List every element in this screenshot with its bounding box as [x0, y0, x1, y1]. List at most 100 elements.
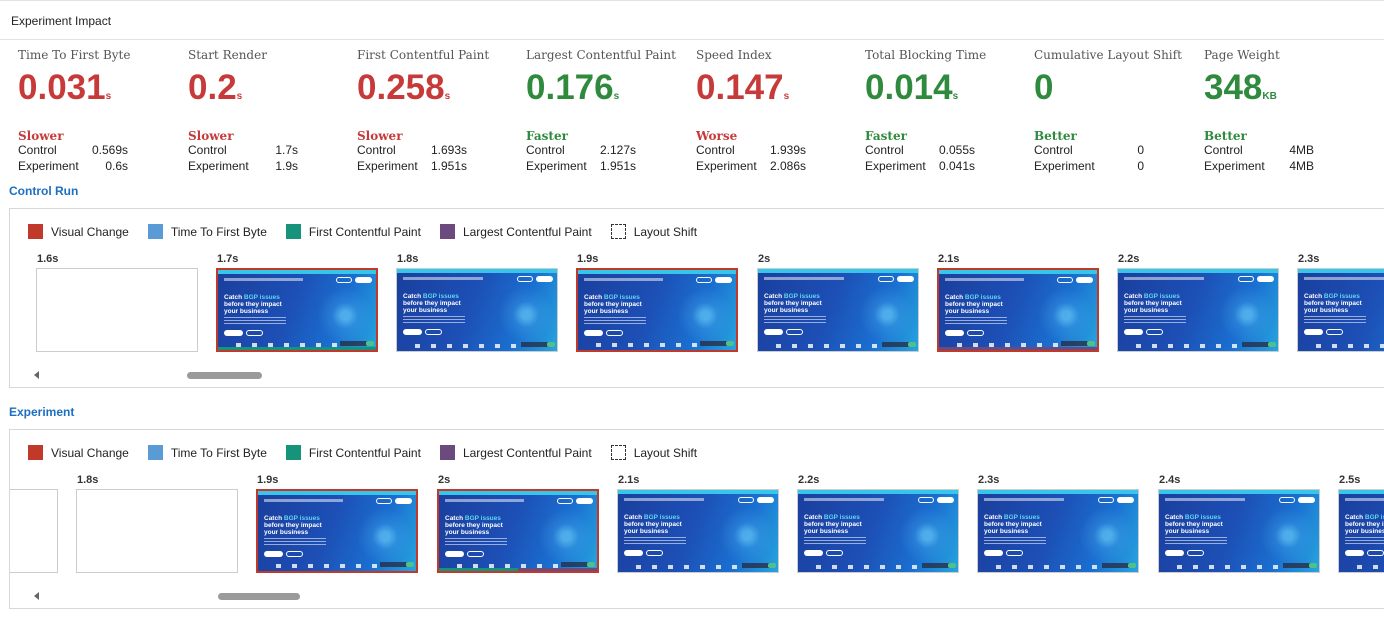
filmstrip-frame[interactable]: 2.4s Catch BGP issues before they impact yo…: [1158, 474, 1320, 573]
filmstrip-frame[interactable]: 1.8s: [76, 474, 238, 573]
filmstrip-frame[interactable]: 2s Catch BGP issues before they impact your…: [757, 253, 919, 352]
legend-label: Visual Change: [51, 445, 129, 460]
fcp-lcp-marker: [439, 568, 597, 571]
experiment-value: 0.6s: [105, 159, 128, 173]
headline-highlight: BGP issues: [1003, 514, 1040, 521]
metric-value-number: 0.258: [357, 68, 445, 107]
headline-line3: your business: [264, 529, 309, 536]
metric-value-number: 0.176: [526, 68, 614, 107]
legend-label: Time To First Byte: [170, 224, 267, 239]
filmstrip-frame[interactable]: 1.8s Catch BGP issues before they impact yo…: [396, 253, 558, 352]
scrollbar-thumb[interactable]: [218, 593, 300, 600]
filmstrip-frame[interactable]: 1.6s: [36, 253, 198, 352]
headline-highlight: BGP issues: [1323, 293, 1360, 300]
screenshot-paragraph: [1165, 537, 1227, 545]
legend-item: Visual Change: [28, 445, 129, 460]
frame-time: 1.9s: [577, 253, 599, 265]
screenshot-accept-chip: [768, 563, 776, 568]
screenshot-globe-graphic: [533, 509, 593, 564]
filmstrip-frame[interactable]: [10, 474, 58, 573]
screenshot-paragraph: [764, 316, 826, 324]
metric-experiment-row: Experiment 0.041s: [865, 159, 975, 175]
screenshot-paragraph: [584, 317, 646, 325]
screenshot-logos: [415, 344, 525, 348]
screenshot-globe-graphic: [714, 508, 774, 563]
filmstrip-frame[interactable]: 2.2s Catch BGP issues before they impact yo…: [1117, 253, 1279, 352]
metric-card: Total Blocking Time 0.014s Faster Control 0.…: [865, 48, 986, 175]
filmstrip-frame[interactable]: 2.3s Catch BGP issues before they impact yo…: [1297, 253, 1384, 352]
metric-unit: s: [444, 91, 451, 102]
filmstrip-frame[interactable]: 1.9s Catch BGP issues before they impact yo…: [256, 474, 418, 573]
lcp-marker: [939, 347, 1097, 350]
control-value: 4MB: [1289, 143, 1314, 157]
screenshot-cta-secondary: [1367, 550, 1384, 556]
filmstrip-frame[interactable]: 1.9s Catch BGP issues before they impact yo…: [576, 253, 738, 352]
metric-value-number: 348: [1204, 68, 1263, 107]
screenshot-logos: [957, 343, 1067, 347]
screenshot-cta-primary: [764, 329, 783, 335]
screenshot-cta-secondary: [786, 329, 803, 335]
control-value: 0.569s: [91, 143, 128, 157]
scroll-left-icon[interactable]: [34, 371, 39, 379]
headline-line2: before they impact: [584, 301, 642, 308]
metric-value-number: 0.031: [18, 68, 106, 107]
metric-value-number: 0.014: [865, 68, 953, 107]
screenshot-globe-graphic: [1255, 508, 1315, 563]
scroll-left-icon[interactable]: [34, 592, 39, 600]
metric-control-row: Control 1.693s: [357, 143, 467, 159]
filmstrip-frame[interactable]: 2.2s Catch BGP issues before they impact yo…: [797, 474, 959, 573]
headline-line1: Catch: [1304, 293, 1323, 300]
screenshot-cta-secondary: [646, 550, 663, 556]
filmstrip-frame[interactable]: 2.1s Catch BGP issues before they impact yo…: [617, 474, 779, 573]
legend-label: First Contentful Paint: [308, 224, 421, 239]
screenshot-logos: [236, 343, 346, 347]
filmstrip-frame[interactable]: 1.7s Catch BGP issues before they impact yo…: [216, 253, 378, 352]
screenshot-cta-secondary: [286, 551, 303, 557]
metric-value: 0.147s: [696, 69, 806, 116]
screenshot-paragraph: [224, 317, 286, 325]
experiment-value: 1.951s: [430, 159, 467, 173]
filmstrip-frame[interactable]: 2.3s Catch BGP issues before they impact yo…: [977, 474, 1139, 573]
filmstrip-scrollbar[interactable]: [10, 590, 1384, 604]
screenshot-cta-primary: [804, 550, 823, 556]
headline-line2: before they impact: [624, 521, 682, 528]
metric-unit: s: [105, 91, 112, 102]
screenshot-nav: [1304, 277, 1384, 280]
headline-line1: Catch: [984, 514, 1003, 521]
headline-line2: before they impact: [1165, 521, 1223, 528]
screenshot-cookie-notice: [882, 342, 912, 347]
metric-verdict: Better: [1204, 129, 1247, 143]
filmstrip-frame[interactable]: 2s Catch BGP issues before they impact your…: [437, 474, 599, 573]
screenshot-cookie-notice: [380, 562, 410, 567]
filmstrip-frame[interactable]: 2.1s Catch BGP issues before they impact yo…: [937, 253, 1099, 352]
legend-label: Time To First Byte: [170, 445, 267, 460]
filmstrip-legend: Visual Change Time To First Byte First Con…: [28, 224, 716, 242]
experiment-filmstrip-panel: Visual Change Time To First Byte First Con…: [9, 429, 1384, 609]
headline-line2: before they impact: [445, 522, 503, 529]
headline-line2: before they impact: [804, 521, 862, 528]
screenshot-cta-primary: [945, 330, 964, 336]
scrollbar-thumb[interactable]: [187, 372, 262, 379]
headline-line3: your business: [1165, 528, 1210, 535]
screenshot-paragraph: [624, 537, 686, 545]
filmstrip-scrollbar[interactable]: [10, 369, 1384, 383]
metric-control-row: Control 1.7s: [188, 143, 298, 159]
screenshot-cookie-notice: [1283, 563, 1313, 568]
screenshot-cookie-notice: [742, 563, 772, 568]
metric-control-row: Control 0.055s: [865, 143, 975, 159]
headline-line1: Catch: [445, 515, 464, 522]
headline-line2: before they impact: [764, 300, 822, 307]
headline-line1: Catch: [224, 294, 243, 301]
screenshot-accept-chip: [1087, 341, 1095, 346]
legend-item: First Contentful Paint: [285, 224, 421, 239]
